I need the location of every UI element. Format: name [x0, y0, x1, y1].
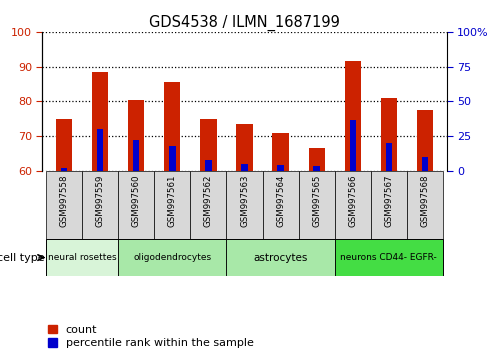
Text: GSM997558: GSM997558 — [59, 175, 68, 227]
Text: GSM997564: GSM997564 — [276, 175, 285, 227]
Bar — [169, 146, 176, 171]
Bar — [56, 119, 72, 171]
Bar — [227, 171, 262, 239]
Bar — [191, 171, 227, 239]
Bar — [417, 110, 433, 171]
Text: neurons CD44- EGFR-: neurons CD44- EGFR- — [340, 253, 437, 262]
Bar — [61, 168, 67, 171]
Bar — [118, 239, 227, 276]
Bar — [313, 166, 320, 171]
Bar — [262, 171, 298, 239]
Bar — [237, 124, 252, 171]
Text: GSM997562: GSM997562 — [204, 175, 213, 227]
Text: GSM997559: GSM997559 — [96, 175, 105, 227]
Text: GSM997563: GSM997563 — [240, 175, 249, 227]
Bar — [97, 129, 103, 171]
Legend: count, percentile rank within the sample: count, percentile rank within the sample — [48, 325, 253, 348]
Bar — [227, 239, 335, 276]
Text: GSM997567: GSM997567 — [384, 175, 393, 227]
Text: cell type: cell type — [0, 252, 44, 263]
Bar — [422, 157, 428, 171]
Text: GSM997566: GSM997566 — [348, 175, 357, 227]
Bar — [335, 171, 371, 239]
Bar — [272, 133, 289, 171]
Text: neural rosettes: neural rosettes — [48, 253, 116, 262]
Text: GSM997568: GSM997568 — [421, 175, 430, 227]
Text: oligodendrocytes: oligodendrocytes — [133, 253, 212, 262]
Text: astrocytes: astrocytes — [253, 252, 308, 263]
Text: GSM997560: GSM997560 — [132, 175, 141, 227]
Bar — [381, 98, 397, 171]
Bar — [118, 171, 154, 239]
Text: GSM997561: GSM997561 — [168, 175, 177, 227]
Bar — [308, 148, 325, 171]
Bar — [345, 62, 361, 171]
Bar — [82, 171, 118, 239]
Title: GDS4538 / ILMN_1687199: GDS4538 / ILMN_1687199 — [149, 14, 340, 30]
Bar — [154, 171, 191, 239]
Bar — [205, 160, 212, 171]
Bar — [200, 119, 217, 171]
Bar — [349, 120, 356, 171]
Bar — [92, 72, 108, 171]
Bar — [386, 143, 392, 171]
Bar — [46, 239, 118, 276]
Bar — [335, 239, 443, 276]
Bar — [128, 100, 144, 171]
Bar — [46, 171, 82, 239]
Bar — [277, 165, 284, 171]
Bar — [241, 164, 248, 171]
Text: GSM997565: GSM997565 — [312, 175, 321, 227]
Bar — [407, 171, 443, 239]
Bar — [371, 171, 407, 239]
Bar — [133, 141, 140, 171]
Bar — [298, 171, 335, 239]
Bar — [164, 82, 181, 171]
